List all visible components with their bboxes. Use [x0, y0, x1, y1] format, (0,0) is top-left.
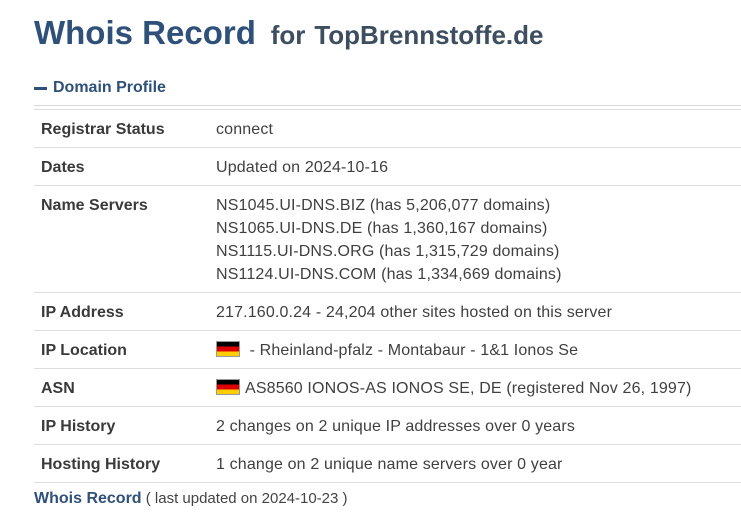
de-flag-icon — [216, 341, 240, 357]
row-key: IP Location — [34, 330, 209, 369]
row-key: Name Servers — [34, 185, 209, 293]
row-value: Updated on 2024-10-16 — [209, 147, 741, 186]
page-title-domain: TopBrennstoffe.de — [314, 20, 544, 50]
table-row-dates: Dates Updated on 2024-10-16 — [34, 147, 741, 186]
name-server-1: NS1045.UI-DNS.BIZ (has 5,206,077 domains… — [216, 197, 551, 214]
table-row-name-servers: Name Servers NS1045.UI-DNS.BIZ (has 5,20… — [34, 185, 741, 293]
table-row-ip-location: IP Location - Rheinland-pfalz - Montabau… — [34, 330, 741, 369]
collapse-minus-icon — [34, 87, 47, 90]
row-value: 217.160.0.24 - 24,204 other sites hosted… — [209, 292, 741, 331]
whois-record-link[interactable]: Whois Record — [34, 490, 142, 507]
page-title-for: for — [270, 20, 306, 50]
row-value: 2 changes on 2 unique IP addresses over … — [209, 406, 741, 445]
name-server-2: NS1065.UI-DNS.DE (has 1,360,167 domains) — [216, 220, 548, 237]
domain-profile-toggle[interactable]: Domain Profile — [34, 79, 741, 106]
name-server-4: NS1124.UI-DNS.COM (has 1,334,669 domains… — [216, 266, 562, 283]
name-server-3: NS1115.UI-DNS.ORG (has 1,315,729 domains… — [216, 243, 560, 260]
page-title: Whois Record for TopBrennstoffe.de — [34, 14, 544, 52]
table-row-registrar-status: Registrar Status connect — [34, 109, 741, 148]
row-key: IP Address — [34, 292, 209, 331]
table-row-hosting-history: Hosting History 1 change on 2 unique nam… — [34, 444, 741, 483]
last-updated-note: ( last updated on 2024-10-23 ) — [141, 490, 348, 507]
row-value: - Rheinland-pfalz - Montabaur - 1&1 Iono… — [209, 330, 741, 369]
table-row-ip-address: IP Address 217.160.0.24 - 24,204 other s… — [34, 292, 741, 331]
domain-profile-table: Registrar Status connect Dates Updated o… — [34, 109, 741, 483]
table-row-ip-history: IP History 2 changes on 2 unique IP addr… — [34, 406, 741, 445]
domain-profile-label: Domain Profile — [53, 79, 166, 96]
row-value: 1 change on 2 unique name servers over 0… — [209, 444, 741, 483]
row-key: Dates — [34, 147, 209, 186]
table-row-asn: ASN AS8560 IONOS-AS IONOS SE, DE (regist… — [34, 368, 741, 407]
row-value: connect — [209, 109, 741, 148]
row-value: AS8560 IONOS-AS IONOS SE, DE (registered… — [209, 368, 741, 407]
row-key: IP History — [34, 406, 209, 445]
asn-text: AS8560 IONOS-AS IONOS SE, DE (registered… — [245, 380, 692, 397]
row-key: ASN — [34, 368, 209, 407]
row-key: Registrar Status — [34, 109, 209, 148]
page-title-main: Whois Record — [34, 14, 256, 51]
de-flag-icon — [216, 379, 240, 395]
row-key: Hosting History — [34, 444, 209, 483]
whois-record-footer: Whois Record ( last updated on 2024-10-2… — [34, 490, 348, 508]
row-value: NS1045.UI-DNS.BIZ (has 5,206,077 domains… — [209, 185, 741, 293]
ip-location-text: - Rheinland-pfalz - Montabaur - 1&1 Iono… — [245, 342, 579, 359]
